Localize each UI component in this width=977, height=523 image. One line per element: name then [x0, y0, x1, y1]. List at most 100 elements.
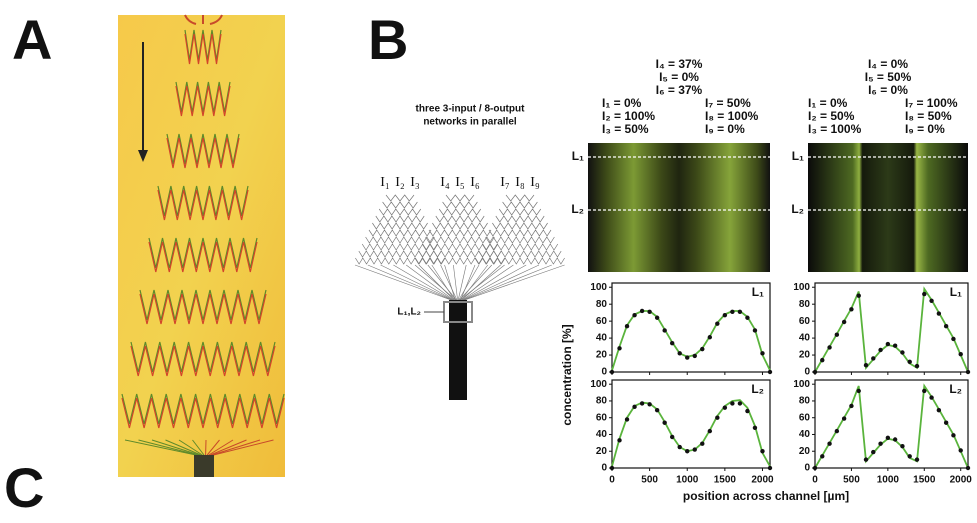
data-point [647, 309, 652, 315]
data-point [639, 308, 645, 314]
schematic-network [435, 215, 485, 223]
data-point [871, 449, 876, 455]
condition-text: I₉ = 0% [705, 122, 745, 136]
y-tick-label: 0 [804, 367, 810, 378]
schematic-outlet [444, 264, 456, 301]
chip-outlet [124, 439, 197, 456]
data-point [827, 441, 832, 446]
data-point [841, 416, 847, 421]
data-point [900, 444, 905, 449]
data-point [662, 328, 667, 333]
schematic-network [442, 201, 478, 209]
schematic-outlet [461, 264, 501, 301]
chip-outlet [192, 439, 205, 456]
schematic-outlet [393, 264, 453, 301]
data-point [936, 311, 942, 316]
schematic-outlet [459, 264, 505, 301]
schematic-network [358, 250, 442, 258]
schematic-outlet [464, 264, 552, 301]
schematic-outlet [460, 264, 489, 301]
condition-text: I₈ = 50% [905, 109, 952, 123]
x-tick-label: 1000 [676, 475, 699, 486]
input-label: I₁ [380, 175, 390, 190]
schematic-network [432, 222, 488, 230]
schematic-network [375, 215, 425, 223]
data-point [929, 298, 934, 303]
condition-text: I₁ = 0% [602, 96, 642, 110]
y-tick-label: 0 [601, 367, 607, 378]
schematic-outlet [460, 264, 476, 301]
heatmap [808, 143, 968, 272]
heatmap [588, 143, 770, 272]
data-point [677, 444, 682, 450]
schematic-network [502, 201, 538, 209]
x-axis-label: position across channel [µm] [683, 489, 849, 503]
chip-inlet [184, 14, 223, 25]
data-point [856, 293, 861, 298]
data-line [814, 286, 969, 373]
chip-outlet [165, 439, 201, 456]
condition-text: I₉ = 0% [905, 122, 945, 136]
data-point [856, 388, 861, 394]
data-point [707, 335, 713, 340]
y-tick-label: 80 [596, 299, 608, 310]
condition-text: I₇ = 100% [905, 96, 958, 110]
schematic-network [498, 208, 542, 216]
schematic-network [475, 257, 565, 265]
schematic-outlet [457, 264, 467, 301]
plot-frame [611, 282, 771, 373]
schematic-network [481, 243, 559, 251]
data-point [841, 319, 847, 325]
data-point [958, 448, 963, 453]
schematic-network [445, 194, 475, 202]
condition-text: I₁ = 0% [808, 96, 848, 110]
schematic-outlet [367, 264, 452, 301]
x-tick-label: 0 [812, 475, 818, 486]
y-tick-label: 20 [799, 350, 811, 361]
x-tick-label: 1500 [913, 475, 936, 486]
x-tick-label: 0 [609, 475, 615, 486]
y-tick-label: 40 [596, 333, 608, 344]
schematic-network [385, 194, 415, 202]
schematic-network [505, 194, 535, 202]
data-point [892, 343, 898, 348]
data-point [965, 465, 971, 471]
data-point [692, 447, 697, 452]
flow-arrowhead [138, 150, 148, 162]
data-point [914, 363, 920, 369]
condition-text: I₂ = 100% [602, 109, 655, 123]
condition-text: I₇ = 50% [705, 96, 751, 110]
chip-outlet-channel [194, 455, 214, 477]
data-point [730, 309, 735, 315]
schematic-outlet [463, 264, 540, 301]
chip-channel [139, 293, 267, 325]
chip-channel [175, 81, 231, 113]
plot-label: L₂ [751, 382, 764, 396]
data-point [900, 350, 905, 355]
condition-text: I₆ = 0% [868, 83, 908, 97]
plot-label: L₁ [752, 285, 764, 299]
data-point [878, 441, 883, 446]
data-point [943, 420, 949, 425]
condition-text: I₄ = 37% [656, 57, 703, 71]
chip-channel [130, 341, 276, 373]
data-point [692, 353, 697, 359]
data-point [951, 433, 956, 438]
schematic-title: networks in parallel [423, 117, 517, 128]
data-point [752, 328, 758, 333]
chip-channel [166, 133, 240, 165]
input-label: I₅ [455, 175, 465, 190]
data-point [669, 340, 675, 346]
chip-channel [157, 189, 249, 221]
x-tick-label: 1000 [877, 475, 900, 486]
data-point [685, 355, 690, 360]
data-point [647, 402, 652, 407]
data-point [871, 356, 876, 361]
data-point [722, 405, 728, 410]
data-point [827, 345, 832, 350]
data-point [617, 346, 622, 351]
data-point [745, 408, 750, 414]
section-label: L₂ [791, 202, 804, 216]
panel-label: C [4, 456, 44, 519]
schematic-outlet [440, 264, 458, 301]
